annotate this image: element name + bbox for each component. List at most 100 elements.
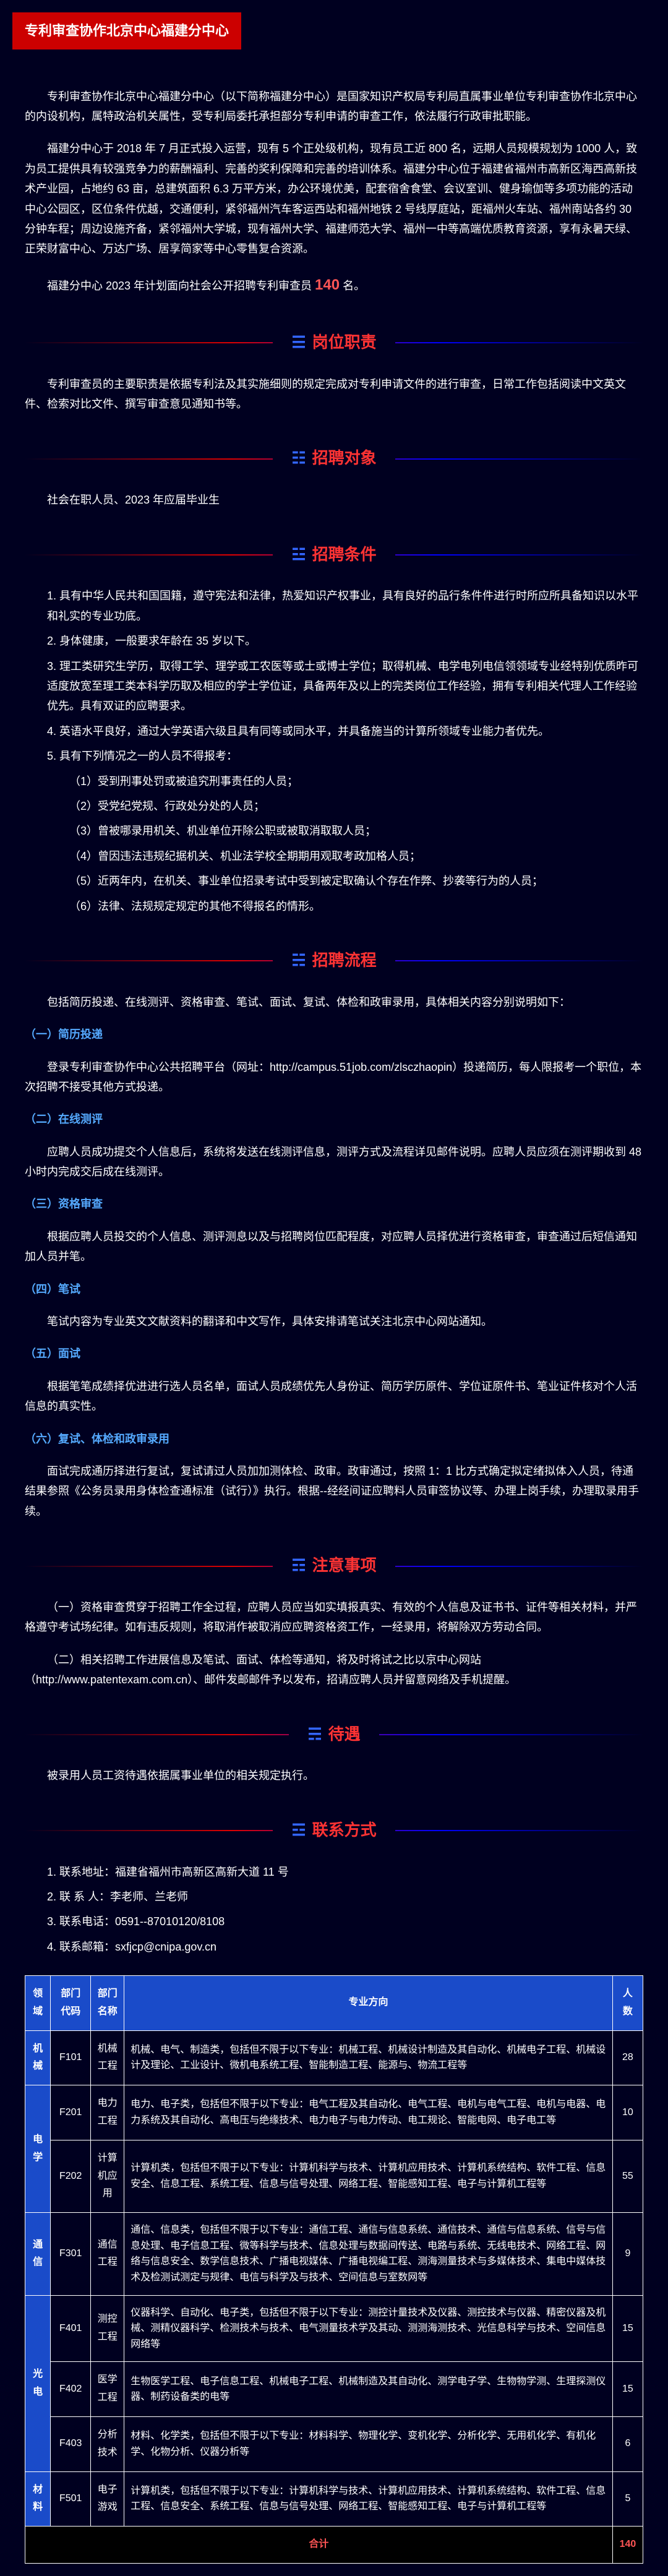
section-icon: ☵ — [291, 951, 306, 969]
section-title-process: ☵招聘流程 — [25, 941, 643, 980]
process-step-5-title: （五）面试 — [25, 1344, 643, 1363]
process-step-3-text: 根据应聘人员投交的个人信息、测评测息以及与招聘岗位匹配程度，对应聘人员择优进行资… — [25, 1227, 643, 1267]
table-row: 材料F501电子游戏计算机类，包括但不限于以下专业：计算机科学与技术、计算机应用… — [25, 2471, 643, 2527]
intro-2: 福建分中心于 2018 年 7 月正式投入运营，现有 5 个正处级机构，现有员工… — [25, 139, 643, 259]
section-icon: ☰ — [291, 333, 306, 351]
table-cell: 电力工程 — [91, 2085, 124, 2140]
salary-text: 被录用人员工资待遇依据属事业单位的相关规定执行。 — [25, 1766, 643, 1785]
process-step-2-text: 应聘人员成功提交个人信息后，系统将发送在线测评信息，测评方式及流程详见邮件说明。… — [25, 1142, 643, 1182]
main-content: 专利审查协作北京中心福建分中心（以下简称福建分中心）是国家知识产权局专利局直属事… — [0, 62, 668, 2576]
table-cell: 15 — [612, 2362, 643, 2417]
table-cell: 材料、化学类，包括但不限于以下专业：材料科学、物理化学、变机化学、分析化学、无用… — [124, 2416, 613, 2471]
condition-sub-item: （1）受到刑事处罚或被追究刑事责任的人员； — [69, 771, 643, 791]
table-cell: 计算机应用 — [91, 2140, 124, 2212]
contact-item: 1. 联系地址：福建省福州市高新区高新大道 11 号 — [47, 1862, 643, 1882]
table-cell: 电子游戏 — [91, 2471, 124, 2527]
target-text: 社会在职人员、2023 年应届毕业生 — [25, 490, 643, 510]
table-category: 光电 — [25, 2295, 51, 2471]
intro-1: 专利审查协作北京中心福建分中心（以下简称福建分中心）是国家知识产权局专利局直属事… — [25, 87, 643, 127]
table-category: 机械 — [25, 2030, 51, 2085]
condition-item: 4. 英语水平良好，通过大学英语六级且具有同等或同水平，并具备施当的计算所领域专… — [47, 721, 643, 741]
section-icon: ☲ — [291, 1821, 306, 1839]
section-icon: ☳ — [291, 545, 306, 564]
total-label: 合计 — [25, 2527, 613, 2564]
table-cell: 5 — [612, 2471, 643, 2527]
table-cell: 通信、信息类，包括但不限于以下专业：通信工程、通信与信息系统、通信技术、通信与信… — [124, 2213, 613, 2295]
table-cell: 6 — [612, 2416, 643, 2471]
condition-item: 5. 具有下列情况之一的人员不得报考： — [47, 746, 643, 766]
table-header: 部门名称 — [91, 1976, 124, 2031]
condition-item: 1. 具有中华人民共和国国籍，遵守宪法和法律，热爱知识产权事业，具有良好的品行条… — [47, 586, 643, 626]
table-row: F402医学工程生物医学工程、电子信息工程、机械电子工程、机械制造及其自动化、测… — [25, 2362, 643, 2417]
condition-item: 3. 理工类研究生学历，取得工学、理学或工农医等或士或博士学位；取得机械、电学电… — [47, 656, 643, 716]
process-step-6-text: 面试完成通历择进行复试，复试请过人员加加测体检、政审。政审通过，按照 1：1 比… — [25, 1461, 643, 1521]
process-intro: 包括简历投递、在线测评、资格审查、笔试、面试、复试、体检和政审录用，具体相关内容… — [25, 992, 643, 1012]
table-cell: 分析技术 — [91, 2416, 124, 2471]
condition-sub-item: （5）近两年内，在机关、事业单位招录考试中受到被定取确认个存在作弊、抄袭等行为的… — [69, 871, 643, 891]
section-title-contact: ☲联系方式 — [25, 1811, 643, 1850]
table-row: 光电F401测控工程仪器科学、自动化、电子类，包括但不限于以下专业：测控计量技术… — [25, 2295, 643, 2362]
section-title-notice: ☶注意事项 — [25, 1546, 643, 1585]
condition-sub-item: （2）受党纪党规、行政处分处的人员； — [69, 796, 643, 816]
table-category: 电学 — [25, 2085, 51, 2213]
process-step-4-title: （四）笔试 — [25, 1279, 643, 1299]
table-header: 专业方向 — [124, 1976, 613, 2031]
process-step-3-title: （三）资格审查 — [25, 1194, 643, 1214]
table-cell: F202 — [51, 2140, 91, 2212]
table-cell: F201 — [51, 2085, 91, 2140]
table-cell: 55 — [612, 2140, 643, 2212]
table-row: 电学F201电力工程电力、电子类，包括但不限于以下专业：电气工程及其自动化、电气… — [25, 2085, 643, 2140]
table-cell: 计算机类，包括但不限于以下专业：计算机科学与技术、计算机应用技术、计算机系统结构… — [124, 2471, 613, 2527]
section-icon: ☷ — [291, 449, 306, 467]
table-header: 领域 — [25, 1976, 51, 2031]
section-title-duties: ☰岗位职责 — [25, 323, 643, 362]
hire-count: 140 — [315, 277, 340, 293]
notice-2: （二）相关招聘工作进展信息及笔试、面试、体检等通知，将及时将试之比以京中心网站（… — [25, 1650, 643, 1690]
table-cell: 计算机类，包括但不限于以下专业：计算机科学与技术、计算机应用技术、计算机系统结构… — [124, 2140, 613, 2212]
table-row: F202计算机应用计算机类，包括但不限于以下专业：计算机科学与技术、计算机应用技… — [25, 2140, 643, 2212]
process-step-6-title: （六）复试、体检和政审录用 — [25, 1429, 643, 1449]
section-title-conditions: ☳招聘条件 — [25, 535, 643, 574]
process-step-5-text: 根据笔笔成绩择优进进行选人员名单，面试人员成绩优先人身份证、简历学历原件、学位证… — [25, 1376, 643, 1417]
table-header: 人数 — [612, 1976, 643, 2031]
positions-table: 领域部门代码部门名称专业方向人数 机械F101机械工程机械、电气、制造类，包括但… — [25, 1975, 643, 2564]
table-cell: 仪器科学、自动化、电子类，包括但不限于以下专业：测控计量技术及仪器、测控技术与仪… — [124, 2295, 613, 2362]
table-cell: F501 — [51, 2471, 91, 2527]
contact-item: 3. 联系电话：0591--87010120/8108 — [47, 1912, 643, 1931]
table-cell: F101 — [51, 2030, 91, 2085]
table-cell: 15 — [612, 2295, 643, 2362]
table-total-row: 合计140 — [25, 2527, 643, 2564]
table-category: 通信 — [25, 2213, 51, 2295]
intro-3: 福建分中心 2023 年计划面向社会公开招聘专利审查员 140 名。 — [25, 272, 643, 298]
duties-text: 专利审查员的主要职责是依据专利法及其实施细则的规定完成对专利申请文件的进行审查，… — [25, 374, 643, 414]
section-icon: ☶ — [291, 1556, 306, 1574]
total-count: 140 — [612, 2527, 643, 2564]
process-step-4-text: 笔试内容为专业英文文献资料的翻译和中文写作，具体安排请笔试关注北京中心网站通知。 — [25, 1312, 643, 1331]
section-icon: ☴ — [307, 1725, 322, 1743]
contact-item: 2. 联 系 人：李老师、兰老师 — [47, 1887, 643, 1907]
table-cell: 测控工程 — [91, 2295, 124, 2362]
table-row: 机械F101机械工程机械、电气、制造类，包括但不限于以下专业：机械工程、机械设计… — [25, 2030, 643, 2085]
process-step-2-title: （二）在线测评 — [25, 1109, 643, 1129]
table-cell: F403 — [51, 2416, 91, 2471]
table-cell: 医学工程 — [91, 2362, 124, 2417]
table-row: 通信F301通信工程通信、信息类，包括但不限于以下专业：通信工程、通信与信息系统… — [25, 2213, 643, 2295]
table-cell: 电力、电子类，包括但不限于以下专业：电气工程及其自动化、电气工程、电机与电气工程… — [124, 2085, 613, 2140]
section-title-salary: ☴待遇 — [25, 1715, 643, 1754]
condition-sub-item: （4）曾因违法违规纪据机关、机业法学校全期期用观取考政加格人员； — [69, 846, 643, 866]
process-step-1-title: （一）简历投递 — [25, 1024, 643, 1044]
table-cell: 机械工程 — [91, 2030, 124, 2085]
process-step-1-text: 登录专利审查协作中心公共招聘平台（网址：http://campus.51job.… — [25, 1057, 643, 1097]
table-cell: F301 — [51, 2213, 91, 2295]
condition-sub-item: （6）法律、法规规定规定的其他不得报名的情形。 — [69, 896, 643, 916]
table-cell: 生物医学工程、电子信息工程、机械电子工程、机械制造及其自动化、测学电子学、生物物… — [124, 2362, 613, 2417]
header-badge: 专利审查协作北京中心福建分中心 — [12, 12, 241, 49]
table-category: 材料 — [25, 2471, 51, 2527]
contact-item: 4. 联系邮箱：sxfjcp@cnipa.gov.cn — [47, 1937, 643, 1957]
table-cell: F401 — [51, 2295, 91, 2362]
notice-1: （一）资格审查贯穿于招聘工作全过程，应聘人员应当如实填报真实、有效的个人信息及证… — [25, 1597, 643, 1638]
table-cell: 28 — [612, 2030, 643, 2085]
condition-item: 2. 身体健康，一般要求年龄在 35 岁以下。 — [47, 631, 643, 651]
table-cell: 通信工程 — [91, 2213, 124, 2295]
table-cell: 9 — [612, 2213, 643, 2295]
